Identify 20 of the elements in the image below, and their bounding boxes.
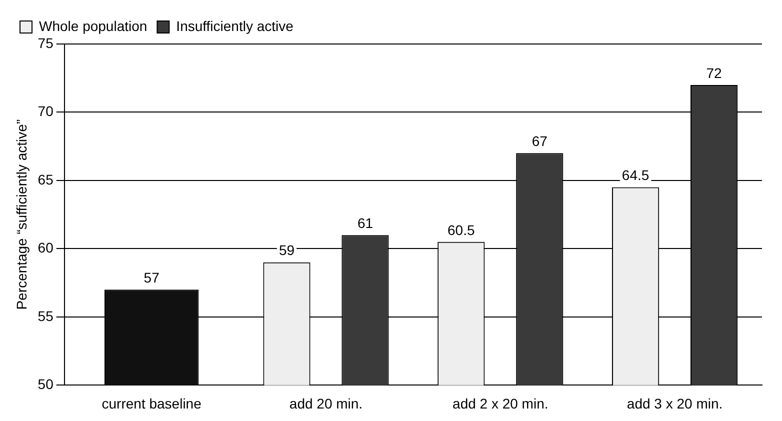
- legend-label: Insufficiently active: [176, 18, 294, 34]
- legend-label: Whole population: [39, 18, 148, 34]
- y-axis-title: Percentage “sufficiently active”: [13, 119, 30, 310]
- data-label: 64.5: [622, 167, 650, 184]
- y-tick-label: 75: [38, 34, 54, 51]
- x-tick-label: current baseline: [102, 395, 202, 412]
- data-label: 60.5: [448, 222, 475, 238]
- y-tick-label: 70: [38, 103, 54, 120]
- x-tick-label: add 2 x 20 min.: [452, 395, 548, 412]
- x-tick-label: add 20 min.: [289, 395, 363, 412]
- y-tick-label: 50: [38, 376, 54, 392]
- data-label: 67: [532, 133, 548, 150]
- data-label: 57: [144, 270, 160, 286]
- x-tick-label: add 3 x 20 min.: [626, 395, 723, 412]
- y-tick-label: 60: [38, 240, 54, 256]
- y-tick-label: 55: [38, 308, 54, 324]
- data-label: 72: [706, 64, 722, 81]
- y-tick-label: 65: [38, 171, 54, 188]
- data-label: 61: [357, 214, 374, 231]
- data-label: 59: [278, 242, 295, 258]
